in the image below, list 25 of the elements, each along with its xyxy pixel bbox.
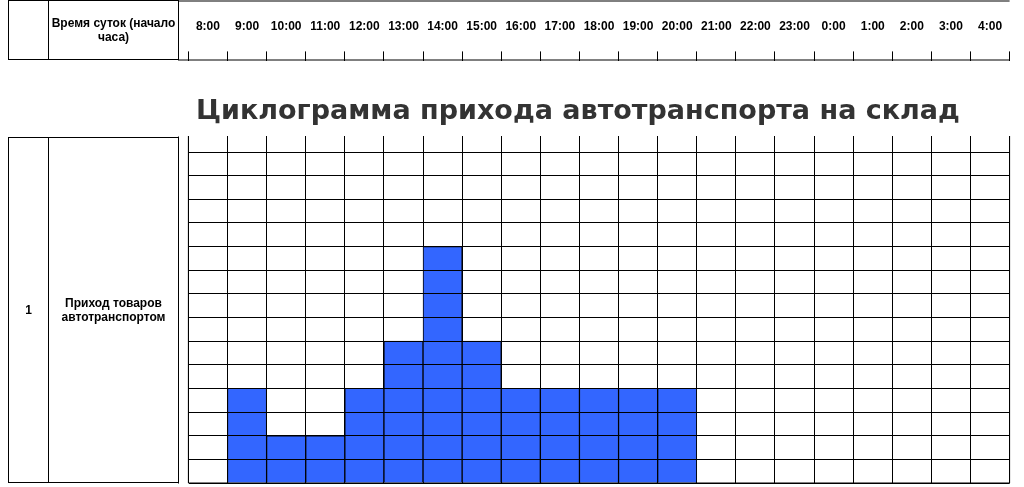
text: Приход товаров автотранспортом [48, 137, 179, 483]
x-tick-label: 0:00 [821, 18, 846, 33]
x-tick-label: 2:00 [899, 18, 925, 33]
x-tick-label: 23:00 [779, 18, 811, 33]
x-tick-label: 20:00 [661, 18, 693, 33]
x-tick-label: 10:00 [270, 18, 302, 33]
x-tick-label: 15:00 [466, 18, 498, 33]
text: 1 [8, 137, 49, 483]
x-tick-label: 19:00 [622, 18, 654, 33]
chart-title: Циклограмма прихода автотранспорта на склад [196, 93, 960, 127]
text: Время суток (начало часа) [48, 0, 179, 60]
x-tick-label: 11:00 [310, 18, 341, 33]
x-tick-label: 9:00 [235, 18, 260, 33]
x-tick-label: 18:00 [583, 18, 615, 33]
x-tick-label: 22:00 [740, 18, 772, 33]
x-tick-label: 14:00 [427, 18, 459, 33]
x-tick-label: 21:00 [700, 18, 732, 33]
x-tick-label: 16:00 [505, 18, 537, 33]
x-tick-label: 3:00 [938, 18, 964, 33]
x-tick-label: 8:00 [195, 18, 221, 33]
x-tick-label: 13:00 [388, 18, 420, 33]
x-tick-label: 4:00 [978, 18, 1003, 33]
x-tick-label: 17:00 [544, 18, 576, 33]
x-tick-label: 1:00 [860, 18, 886, 33]
x-tick-label: 12:00 [349, 18, 381, 33]
